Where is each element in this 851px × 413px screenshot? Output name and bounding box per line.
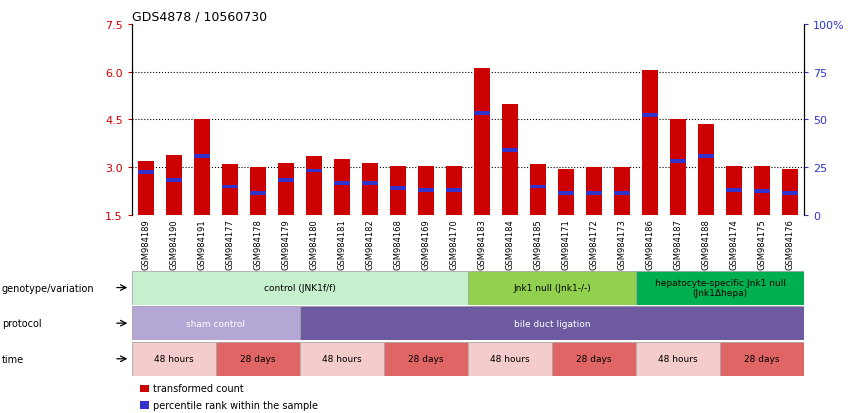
Bar <box>474 112 490 116</box>
Bar <box>363 163 378 216</box>
Bar <box>755 166 770 216</box>
Bar <box>334 160 350 216</box>
Bar <box>138 171 154 175</box>
Bar <box>194 155 209 159</box>
Bar <box>278 179 294 183</box>
Bar <box>138 161 154 216</box>
Text: 48 hours: 48 hours <box>154 354 194 363</box>
Text: 28 days: 28 days <box>240 354 276 363</box>
Text: transformed count: transformed count <box>153 383 244 394</box>
Bar <box>250 168 266 216</box>
Bar <box>474 69 490 216</box>
Text: bile duct ligation: bile duct ligation <box>514 319 591 328</box>
Text: 48 hours: 48 hours <box>323 354 362 363</box>
Bar <box>446 166 462 216</box>
Bar <box>586 191 602 195</box>
Text: time: time <box>2 354 24 364</box>
Bar <box>586 168 602 216</box>
Bar <box>699 155 714 159</box>
Bar <box>166 155 181 216</box>
Bar <box>419 166 434 216</box>
Text: GDS4878 / 10560730: GDS4878 / 10560730 <box>132 10 267 23</box>
Bar <box>530 185 545 189</box>
Bar <box>278 163 294 216</box>
Bar <box>250 191 266 195</box>
Bar <box>391 166 406 216</box>
Bar <box>671 159 686 164</box>
Text: genotype/variation: genotype/variation <box>2 283 94 293</box>
Bar <box>391 187 406 190</box>
Bar <box>614 168 630 216</box>
Bar <box>222 165 237 216</box>
Bar <box>334 182 350 186</box>
Bar <box>502 149 517 152</box>
Bar <box>782 169 798 216</box>
Bar <box>755 190 770 194</box>
Text: Jnk1 null (Jnk1-/-): Jnk1 null (Jnk1-/-) <box>513 283 591 292</box>
Bar <box>671 120 686 216</box>
Bar <box>306 157 322 216</box>
Bar <box>530 165 545 216</box>
Bar <box>643 114 658 117</box>
Text: hepatocyte-specific Jnk1 null
(Jnk1Δhepa): hepatocyte-specific Jnk1 null (Jnk1Δhepa… <box>654 278 785 297</box>
Text: sham control: sham control <box>186 319 245 328</box>
Bar <box>194 120 209 216</box>
Bar <box>419 188 434 192</box>
Bar <box>306 169 322 173</box>
Bar <box>558 191 574 195</box>
Bar <box>363 182 378 186</box>
Text: protocol: protocol <box>2 318 42 328</box>
Bar <box>222 185 237 189</box>
Text: 28 days: 28 days <box>576 354 612 363</box>
Bar <box>166 179 181 183</box>
Text: control (JNK1f/f): control (JNK1f/f) <box>264 283 336 292</box>
Text: 28 days: 28 days <box>408 354 443 363</box>
Text: 48 hours: 48 hours <box>659 354 698 363</box>
Bar <box>727 166 742 216</box>
Bar <box>502 104 517 216</box>
Bar <box>727 188 742 192</box>
Text: 28 days: 28 days <box>745 354 780 363</box>
Text: percentile rank within the sample: percentile rank within the sample <box>153 400 318 410</box>
Text: 48 hours: 48 hours <box>490 354 530 363</box>
Bar <box>446 188 462 192</box>
Bar <box>558 169 574 216</box>
Bar <box>699 125 714 216</box>
Bar <box>643 71 658 216</box>
Bar <box>614 191 630 195</box>
Bar <box>782 191 798 195</box>
